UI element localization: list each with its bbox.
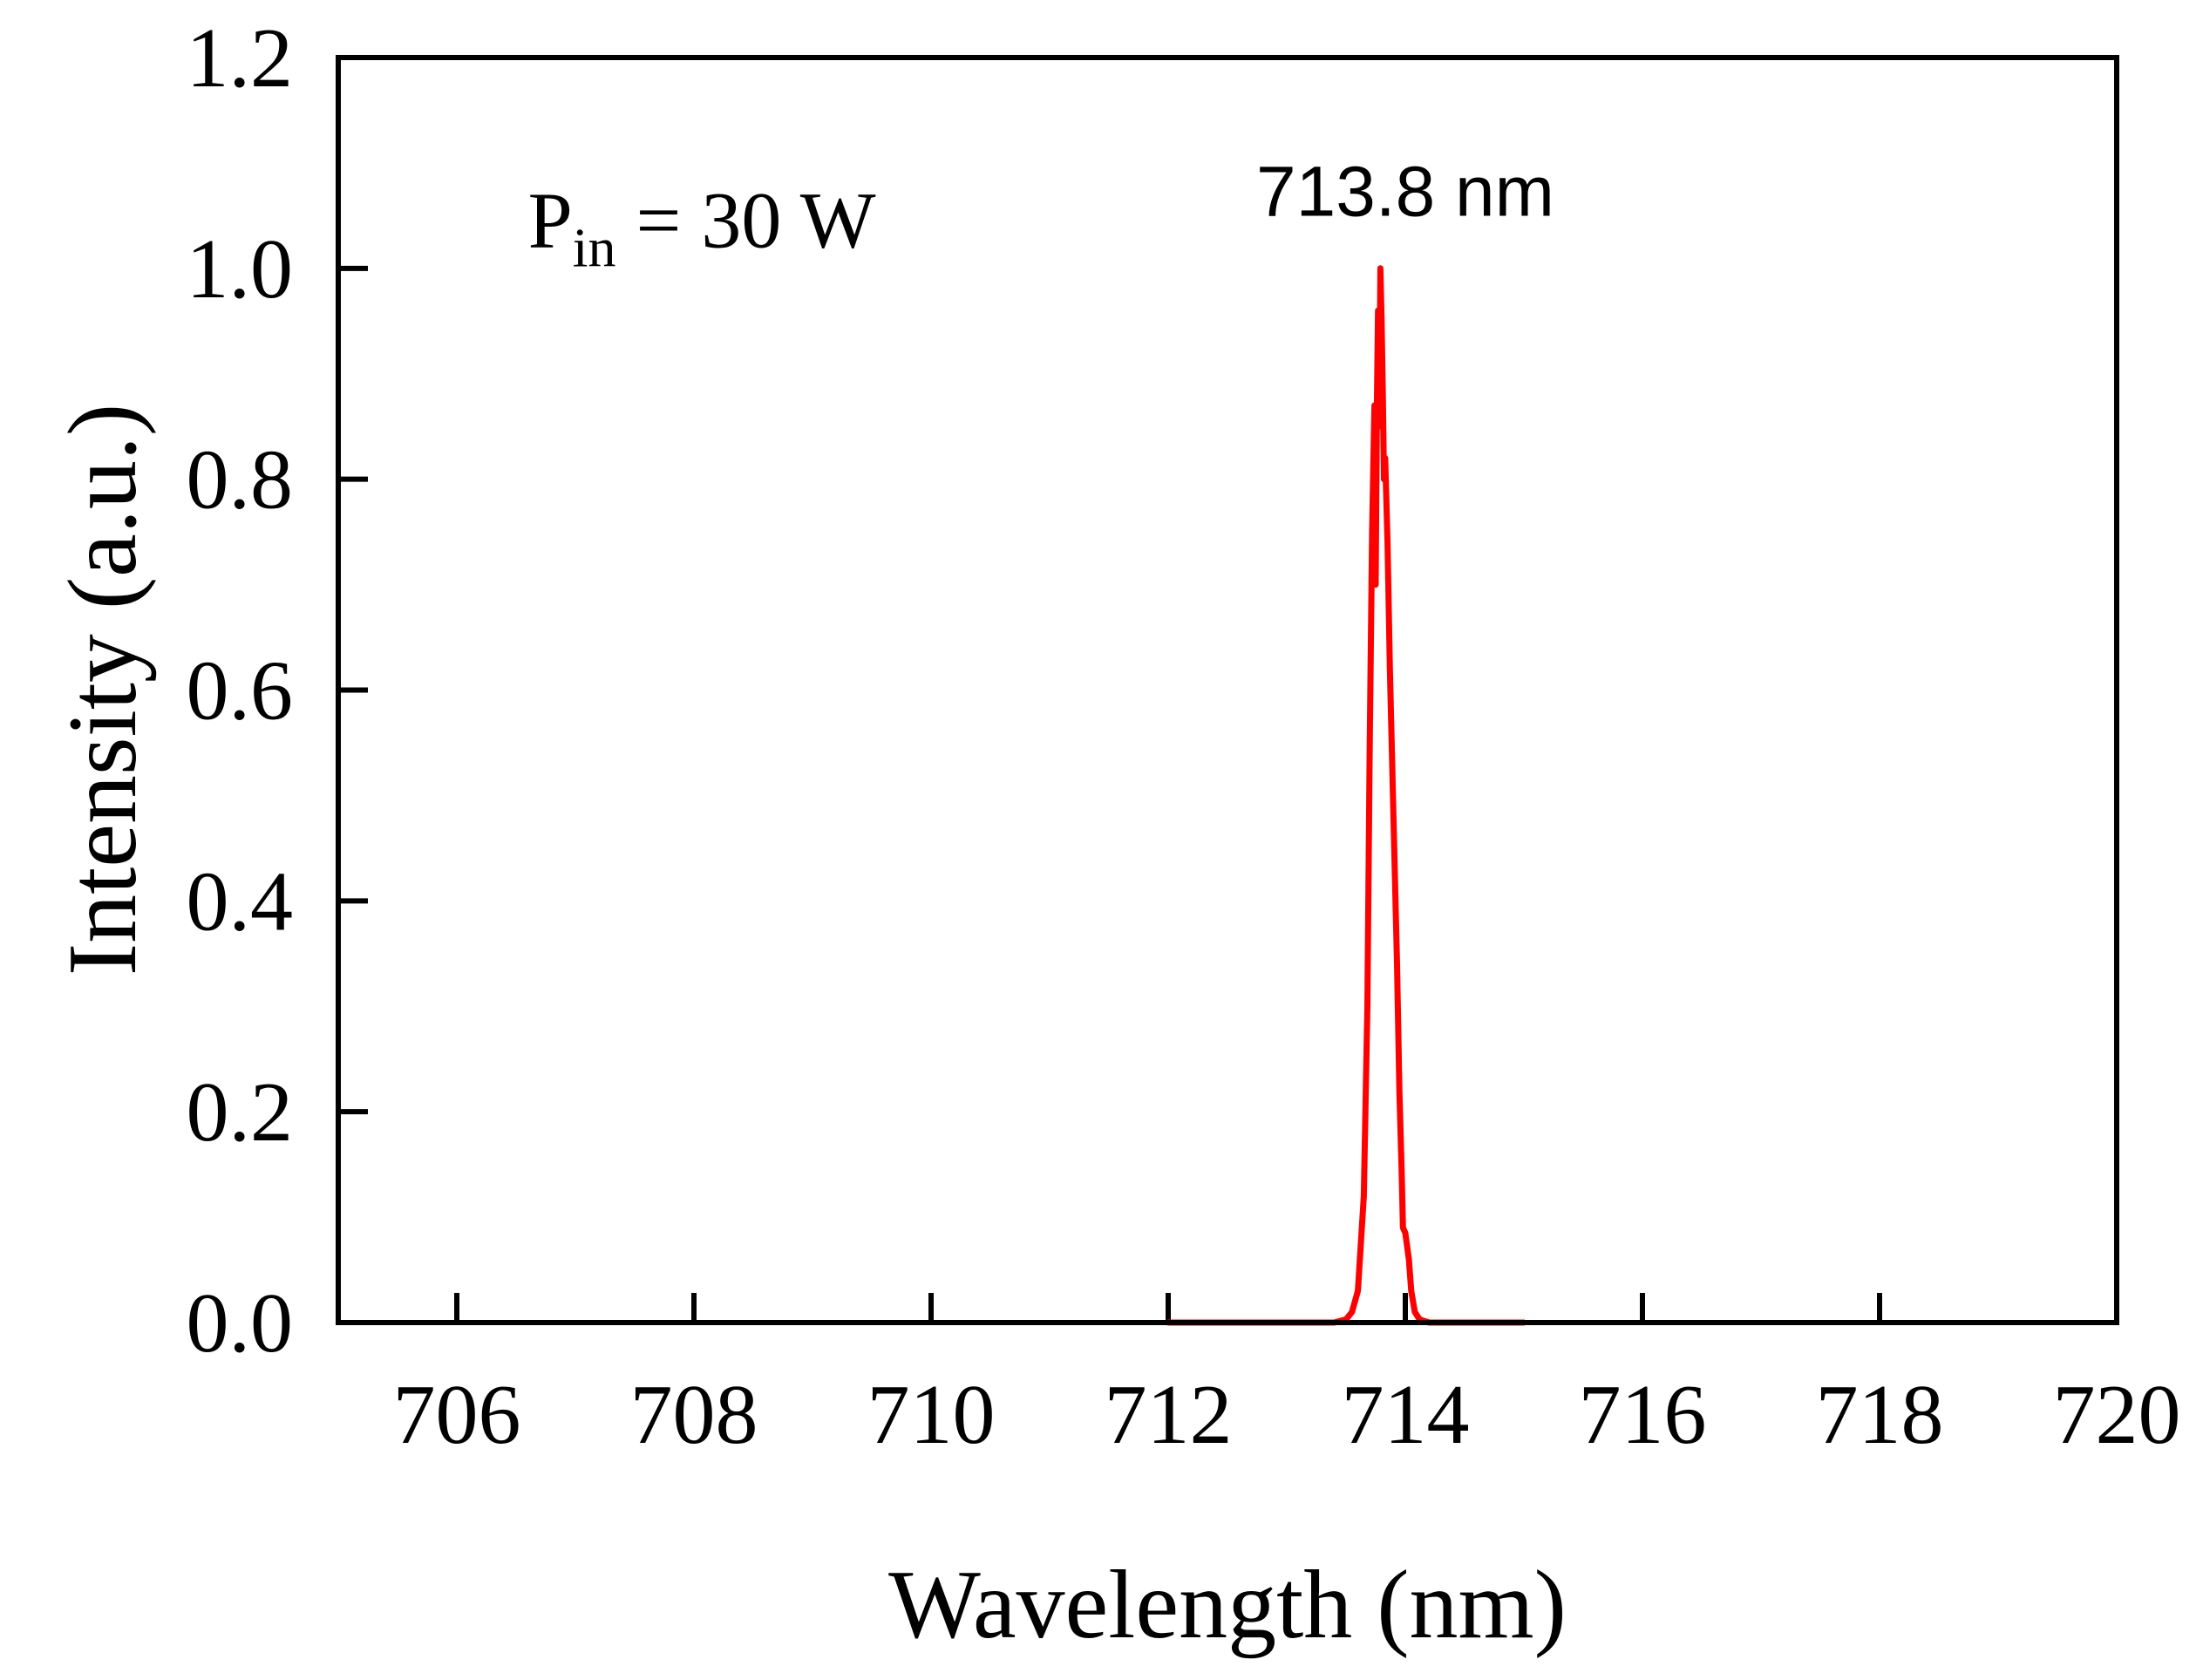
peak-wavelength-annotation: 713.8 nm bbox=[1256, 152, 1554, 231]
y-axis-ticks bbox=[338, 55, 368, 1325]
y-tick-label: 0.8 bbox=[187, 433, 294, 527]
y-tick-label: 1.2 bbox=[187, 11, 294, 105]
input-power-annotation: Pin = 30 W bbox=[528, 176, 876, 279]
x-axis-ticks bbox=[454, 1293, 2119, 1323]
y-tick-label: 0.4 bbox=[187, 854, 294, 949]
spectrum-line bbox=[1165, 265, 1527, 1326]
x-tick-label: 710 bbox=[867, 1368, 996, 1462]
y-tick-label: 0.2 bbox=[187, 1065, 294, 1160]
x-tick-label: 714 bbox=[1342, 1368, 1470, 1462]
x-tick-label: 718 bbox=[1816, 1368, 1944, 1462]
x-tick-label: 708 bbox=[630, 1368, 758, 1462]
x-tick-label: 706 bbox=[393, 1368, 521, 1462]
y-axis-title: Intensity (a.u.) bbox=[49, 404, 157, 976]
power-subscript: in bbox=[573, 217, 616, 279]
x-axis-tick-labels: 706 708 710 712 714 716 718 720 bbox=[393, 1368, 2181, 1462]
x-tick-label: 712 bbox=[1105, 1368, 1233, 1462]
x-tick-label: 720 bbox=[2053, 1368, 2181, 1462]
x-tick-label: 716 bbox=[1579, 1368, 1707, 1462]
y-tick-label: 0.6 bbox=[187, 644, 294, 738]
y-tick-label: 0.0 bbox=[187, 1276, 294, 1371]
power-value: = 30 W bbox=[616, 176, 876, 265]
y-tick-label: 1.0 bbox=[187, 222, 294, 316]
power-symbol: P bbox=[528, 176, 573, 265]
y-axis-tick-labels: 0.0 0.2 0.4 0.6 0.8 1.0 1.2 bbox=[187, 11, 294, 1371]
plot-frame bbox=[336, 55, 2119, 1325]
x-axis-title: Wavelength (nm) bbox=[888, 1551, 1567, 1659]
